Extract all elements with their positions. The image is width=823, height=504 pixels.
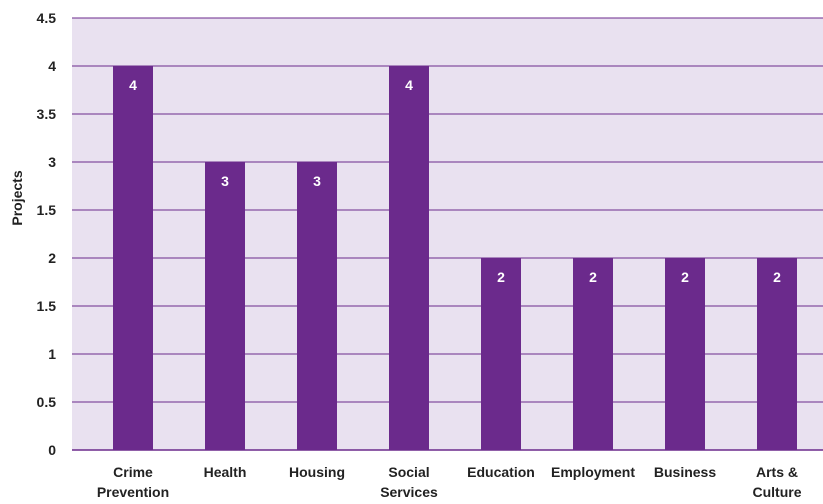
y-tick-label: 1.5 (37, 202, 57, 218)
bar-value-label: 2 (497, 269, 505, 285)
x-category-label: Crime Prevention (97, 464, 169, 500)
y-tick-label: 2 (48, 250, 56, 266)
bar-value-label: 4 (405, 77, 413, 93)
y-tick-label: 0 (48, 442, 56, 458)
bar (665, 258, 705, 450)
bar-value-label: 2 (773, 269, 781, 285)
y-tick-label: 4.5 (37, 10, 57, 26)
x-category-label: Social Services (380, 464, 438, 500)
x-category-label: Business (654, 464, 716, 480)
y-axis-ticks: 4.5 4 3.5 3 1.5 2 1.5 1 0.5 0 (37, 10, 57, 458)
y-tick-label: 3 (48, 154, 56, 170)
bar (481, 258, 521, 450)
y-tick-label: 1 (48, 346, 56, 362)
bar (573, 258, 613, 450)
bar (757, 258, 797, 450)
x-category-label: Housing (289, 464, 345, 480)
bar-value-label: 2 (589, 269, 597, 285)
y-tick-label: 3.5 (37, 106, 57, 122)
bar-value-label: 2 (681, 269, 689, 285)
x-category-label: Employment (551, 464, 635, 480)
y-axis-label: Projects (9, 170, 25, 225)
x-category-label: Health (204, 464, 247, 480)
bar (389, 66, 429, 450)
bar-value-label: 4 (129, 77, 137, 93)
x-category-label: Education (467, 464, 535, 480)
bar (113, 66, 153, 450)
y-tick-label: 1.5 (37, 298, 57, 314)
plot-background (72, 18, 823, 450)
bar-value-label: 3 (221, 173, 229, 189)
bar (297, 162, 337, 450)
x-category-label: Arts & Culture (753, 464, 802, 500)
y-tick-label: 0.5 (37, 394, 57, 410)
bar-value-label: 3 (313, 173, 321, 189)
y-tick-label: 4 (48, 58, 56, 74)
bar (205, 162, 245, 450)
x-axis-labels: Crime Prevention Health Housing Social Servic… (97, 464, 802, 500)
bars: 4 3 3 4 2 2 2 2 (113, 66, 797, 450)
